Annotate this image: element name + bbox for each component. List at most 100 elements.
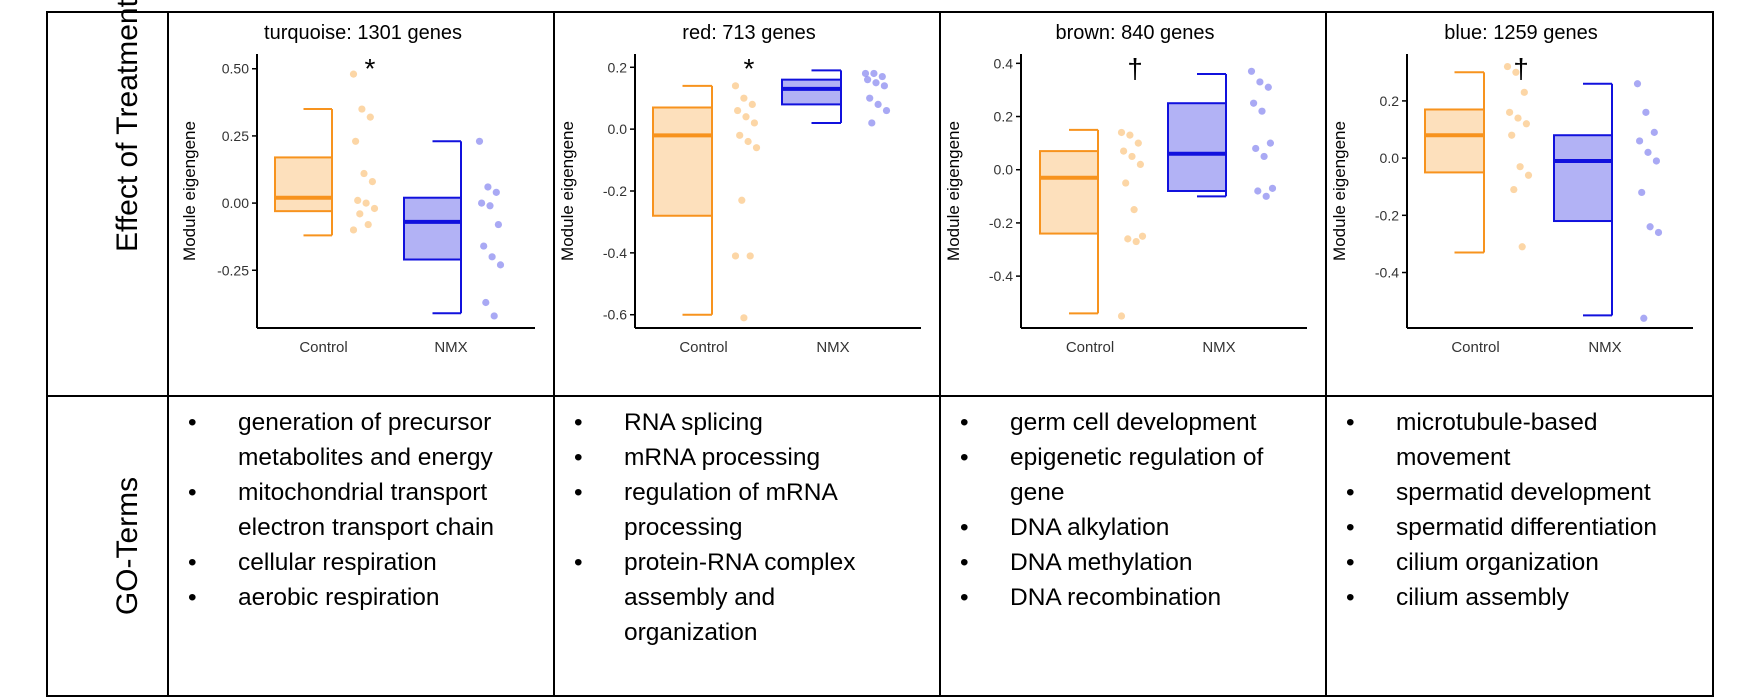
x-tick-label: NMX <box>816 339 849 356</box>
data-point <box>750 119 758 127</box>
go-term: spermatid development <box>1334 475 1710 510</box>
data-point <box>738 196 746 204</box>
data-point <box>1638 188 1646 197</box>
go-term: RNA splicing <box>562 405 912 440</box>
data-point <box>880 82 888 90</box>
y-tick-label: 0.0 <box>994 162 1014 178</box>
go-term: mitochondrial transport electron transpo… <box>176 475 552 545</box>
data-point <box>1520 88 1528 96</box>
data-point <box>736 131 744 139</box>
go-terms-red: RNA splicing mRNA processing regulation … <box>556 400 942 690</box>
data-point <box>1510 185 1518 194</box>
go-terms-turquoise: generation of precursor metabolites and … <box>170 400 556 690</box>
data-point <box>490 312 498 320</box>
data-point <box>482 298 490 307</box>
data-point <box>872 79 880 87</box>
data-point <box>734 106 742 115</box>
go-term: generation of precursor metabolites and … <box>176 405 552 475</box>
go-terms-blue: microtubule-based movement spermatid dev… <box>1328 400 1714 690</box>
y-axis-label: Module eigengene <box>180 121 199 261</box>
chart-title: blue: 1259 genes <box>1444 22 1597 44</box>
go-term: cilium assembly <box>1334 580 1710 615</box>
y-tick-label: 0.2 <box>1380 93 1400 109</box>
y-tick-label: 0.2 <box>994 109 1014 125</box>
data-point <box>1262 192 1270 200</box>
data-point <box>492 188 500 196</box>
y-axis-label: Module eigengene <box>558 121 577 261</box>
y-tick-label: -0.2 <box>989 215 1013 231</box>
data-point <box>1256 78 1264 86</box>
go-term: cellular respiration <box>176 545 552 580</box>
go-list: microtubule-based movement spermatid dev… <box>1334 405 1710 615</box>
box-control <box>652 106 713 217</box>
data-point <box>370 204 379 213</box>
data-point <box>740 314 748 322</box>
data-point <box>868 119 876 127</box>
significance-marker: † <box>1513 53 1529 84</box>
y-tick-label: -0.2 <box>1375 207 1399 223</box>
boxplot-blue: blue: 1259 genes † 0.2 0.0 -0.2 -0.4 Module ei… <box>1330 22 1693 356</box>
data-point <box>354 196 362 205</box>
go-term: mRNA processing <box>562 440 912 475</box>
box-nmx <box>403 196 462 261</box>
data-point <box>488 253 496 261</box>
data-point <box>366 113 374 121</box>
data-point <box>861 69 870 78</box>
box-nmx <box>1167 102 1227 192</box>
data-point <box>1503 62 1512 71</box>
data-point <box>1264 83 1272 91</box>
x-tick-label: NMX <box>434 339 467 356</box>
data-point <box>748 100 756 108</box>
data-point <box>882 106 891 115</box>
go-term: DNA alkylation <box>948 510 1324 545</box>
data-point <box>1254 187 1262 195</box>
data-point <box>864 76 872 84</box>
go-term: germ cell development <box>948 405 1324 440</box>
go-term: DNA recombination <box>948 580 1324 615</box>
data-point <box>1633 80 1642 88</box>
data-point <box>1516 163 1524 171</box>
x-tick-label: NMX <box>1588 339 1621 356</box>
data-point <box>1136 160 1144 168</box>
data-point <box>1524 171 1533 179</box>
y-tick-label: -0.25 <box>217 262 249 278</box>
data-point <box>740 94 748 102</box>
data-point <box>866 94 874 102</box>
data-point <box>878 72 886 81</box>
data-point <box>1268 184 1277 192</box>
box-control <box>1424 108 1485 174</box>
x-tick-label: Control <box>299 339 347 356</box>
data-point <box>362 199 370 207</box>
row-label-effect: Effect of Treatment <box>111 0 144 252</box>
data-point <box>870 69 878 78</box>
boxplot-red: red: 713 genes * 0.2 0.0 -0.2 -0.4 -0.6 Module … <box>558 22 921 356</box>
go-term: regulation of mRNA processing <box>562 475 912 545</box>
boxplot-turquoise: turquoise: 1301 genes * 0.50 0.25 0.00 -0.25 M… <box>180 22 535 356</box>
chart-title: red: 713 genes <box>682 22 815 44</box>
data-point <box>874 100 882 108</box>
go-term: epigenetic regulation of gene <box>948 440 1324 510</box>
go-term: cilium organization <box>1334 545 1710 580</box>
data-point <box>475 137 484 145</box>
data-point <box>494 220 502 229</box>
data-point <box>368 177 376 186</box>
data-point <box>480 242 488 250</box>
data-point <box>1130 206 1138 214</box>
data-point <box>742 113 750 121</box>
data-point <box>1117 312 1126 320</box>
data-point <box>1250 99 1258 107</box>
data-point <box>1636 137 1644 145</box>
data-point <box>1508 131 1516 139</box>
y-tick-label: -0.2 <box>603 183 627 199</box>
data-point <box>486 202 494 210</box>
y-tick-label: 0.4 <box>994 55 1014 71</box>
go-terms-brown: germ cell development epigenetic regulat… <box>942 400 1328 690</box>
data-point <box>349 226 358 234</box>
go-term: microtubule-based movement <box>1334 405 1710 475</box>
significance-marker: † <box>1127 53 1143 84</box>
data-point <box>1126 131 1134 139</box>
data-point <box>352 137 360 145</box>
go-term: spermatid differentiation <box>1334 510 1710 545</box>
data-point <box>478 199 486 207</box>
